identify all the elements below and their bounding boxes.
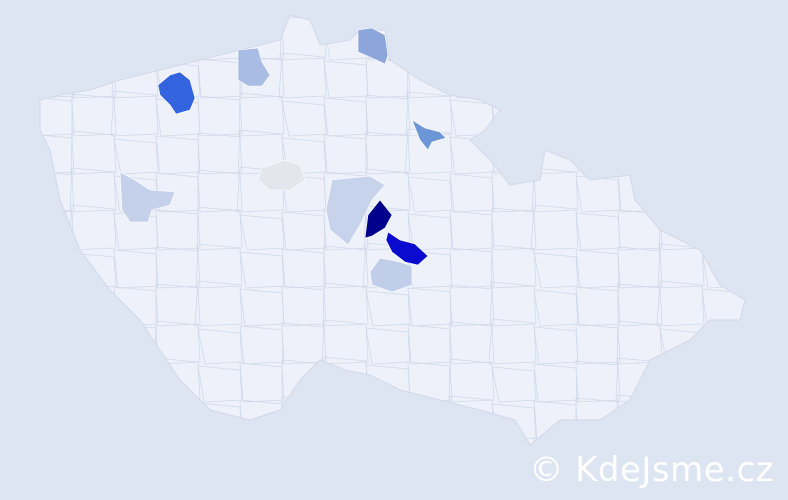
highlighted-district[interactable] [364, 199, 393, 239]
highlighted-district[interactable] [357, 27, 389, 65]
highlighted-district[interactable] [385, 231, 429, 266]
highlighted-district[interactable] [257, 159, 306, 191]
highlighted-district[interactable] [237, 47, 271, 87]
highlighted-district[interactable] [369, 257, 413, 293]
highlighted-district[interactable] [411, 119, 447, 151]
highlighted-district[interactable] [157, 71, 196, 115]
highlighted-district[interactable] [325, 175, 386, 246]
watermark: © KdeJsme.cz [529, 450, 774, 490]
country-outline [39, 14, 746, 446]
highlighted-district[interactable] [119, 171, 176, 223]
